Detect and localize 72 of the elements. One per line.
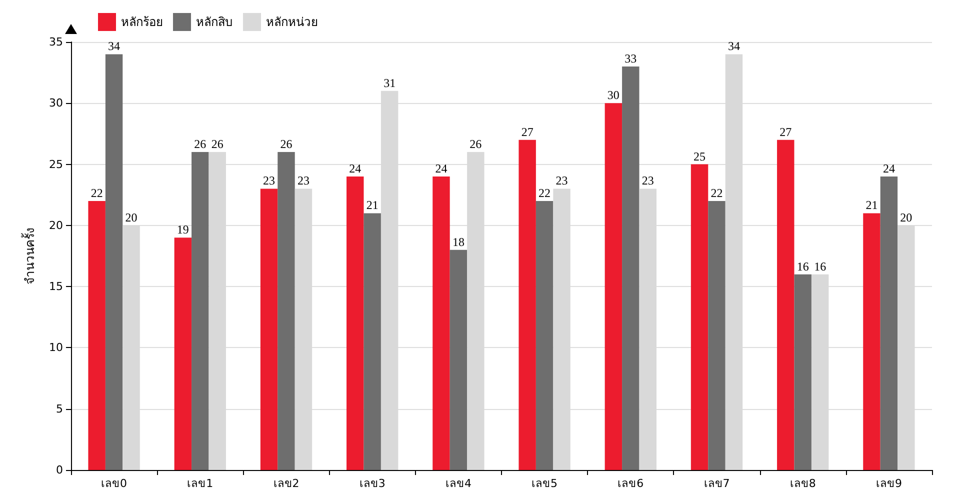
bar xyxy=(260,188,278,470)
bar xyxy=(450,250,468,470)
data-label: 23 xyxy=(263,174,276,188)
x-tick-label: เลข9 xyxy=(876,477,902,490)
data-label: 19 xyxy=(176,222,189,237)
bar xyxy=(364,213,381,470)
x-tick-label: เลข6 xyxy=(618,477,644,490)
data-label: 26 xyxy=(470,137,482,152)
data-label: 20 xyxy=(900,210,912,224)
data-label: 24 xyxy=(882,162,895,176)
data-label: 33 xyxy=(624,51,637,66)
data-label: 34 xyxy=(728,39,740,54)
data-label: 21 xyxy=(366,198,378,212)
y-tick-label: 25 xyxy=(49,158,63,171)
bar xyxy=(794,274,812,470)
bar xyxy=(278,152,295,470)
data-label: 34 xyxy=(108,39,120,54)
bar xyxy=(604,103,622,470)
data-label: 22 xyxy=(710,186,723,200)
bar xyxy=(346,176,364,470)
data-label: 21 xyxy=(866,198,878,212)
bar xyxy=(432,176,450,470)
bar xyxy=(622,66,640,470)
x-tick-label: เลข1 xyxy=(187,477,214,490)
x-tick-label: เลข0 xyxy=(101,477,128,490)
x-tick-label: เลข8 xyxy=(790,477,816,490)
x-tick-label: เลข2 xyxy=(273,477,300,490)
data-label: 16 xyxy=(796,259,809,274)
legend-label: หลักสิบ xyxy=(196,15,233,29)
data-label: 22 xyxy=(538,186,551,200)
data-label: 23 xyxy=(642,174,654,188)
bar xyxy=(708,200,726,470)
data-label: 26 xyxy=(194,137,206,152)
data-label: 26 xyxy=(211,137,224,152)
data-label: 24 xyxy=(349,162,362,176)
legend-label: หลักร้อย xyxy=(121,15,163,29)
bar xyxy=(518,140,536,470)
bar xyxy=(536,200,554,470)
data-label: 27 xyxy=(780,124,792,139)
bar xyxy=(105,54,123,470)
bar xyxy=(174,238,192,470)
data-label: 30 xyxy=(607,88,620,102)
data-label: 26 xyxy=(280,137,292,152)
data-label: 27 xyxy=(521,124,534,139)
bar xyxy=(88,200,106,470)
data-label: 24 xyxy=(435,162,448,176)
y-tick-label: 15 xyxy=(49,280,63,294)
y-tick-label: 5 xyxy=(56,402,63,416)
x-tick-label: เลข3 xyxy=(359,477,386,490)
bar xyxy=(880,176,898,470)
data-label: 23 xyxy=(556,174,568,188)
x-tick-label: เลข7 xyxy=(704,477,730,490)
data-label: 18 xyxy=(452,234,464,249)
y-tick-label: 35 xyxy=(49,36,63,48)
x-tick-label: เลข4 xyxy=(445,477,472,490)
data-label: 20 xyxy=(125,210,138,224)
data-label: 31 xyxy=(384,76,396,90)
data-label: 25 xyxy=(694,149,706,164)
x-tick-label: เลข5 xyxy=(532,477,558,490)
y-tick-label: 20 xyxy=(49,218,63,232)
y-tick-label: 0 xyxy=(56,464,63,476)
bar xyxy=(192,152,209,470)
data-label: 16 xyxy=(814,259,826,274)
y-axis-title: จำนวนครั้ง xyxy=(21,228,37,284)
y-tick-label: 30 xyxy=(49,96,63,110)
data-label: 22 xyxy=(90,186,103,200)
data-label: 23 xyxy=(297,174,310,188)
legend-label: หลักหน่วย xyxy=(266,15,318,29)
bar xyxy=(690,164,708,470)
bar xyxy=(863,213,880,470)
bar xyxy=(777,140,794,470)
y-tick-label: 10 xyxy=(49,341,63,354)
